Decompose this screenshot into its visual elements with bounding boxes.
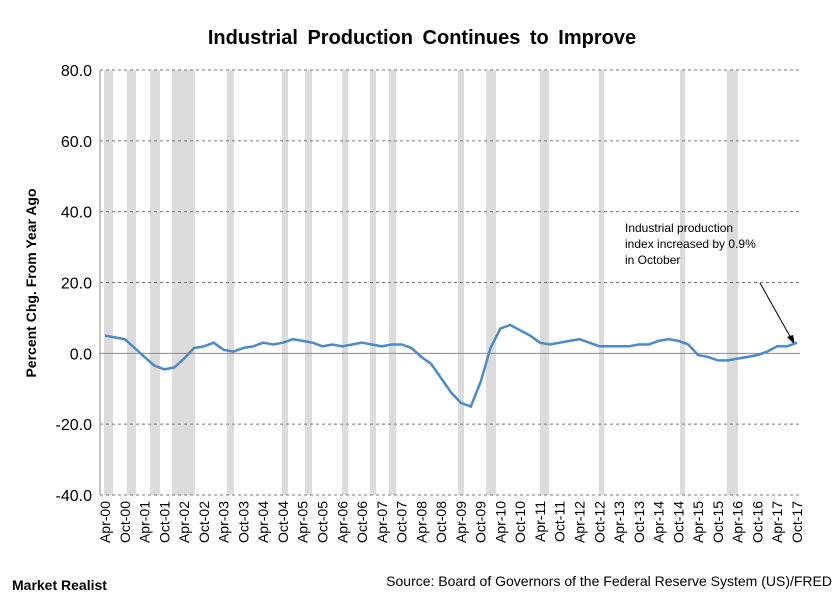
x-tick-label: Oct-15 (710, 501, 726, 543)
x-tick-label: Oct-16 (749, 501, 765, 543)
x-tick-label: Oct-07 (394, 501, 410, 543)
x-tick-label: Apr-01 (137, 501, 153, 543)
y-tick-label: 0.0 (70, 346, 92, 363)
annotation: Industrial production (625, 221, 733, 235)
x-tick-label: Oct-08 (433, 501, 449, 543)
x-tick-label: Oct-06 (354, 501, 370, 543)
x-tick-label: Apr-02 (176, 501, 192, 543)
x-tick-label: Apr-10 (492, 501, 508, 543)
y-tick-label: -20.0 (56, 417, 93, 434)
x-tick-label: Apr-12 (572, 501, 588, 543)
x-tick-label: Oct-13 (631, 501, 647, 543)
annotation-arrow (759, 282, 793, 341)
x-tick-label: Oct-00 (117, 501, 133, 543)
x-tick-label: Oct-11 (552, 501, 568, 542)
shade (305, 70, 312, 495)
x-tick-label: Oct-09 (473, 501, 489, 543)
x-tick-label: Apr-13 (611, 501, 627, 543)
y-tick-label: 20.0 (61, 276, 92, 293)
x-tick-label: Oct-10 (512, 501, 528, 543)
x-tick-label: Apr-04 (255, 501, 271, 543)
shade (172, 70, 195, 495)
source: Source: Board of Governors of the Federa… (386, 573, 832, 589)
shade (342, 70, 348, 495)
shade (227, 70, 234, 495)
y-tick-label: 40.0 (61, 205, 92, 222)
x-tick-label: Apr-03 (216, 501, 232, 543)
x-tick-label: Apr-06 (334, 501, 350, 543)
chart-title: Industrial Production Continues to Impro… (208, 27, 636, 49)
shade (599, 70, 604, 495)
x-tick-label: Oct-03 (235, 501, 251, 543)
x-tick-label: Oct-14 (670, 501, 686, 543)
shade (389, 70, 396, 495)
y-tick-label: 60.0 (61, 134, 92, 151)
x-tick-label: Apr-08 (413, 501, 429, 543)
x-tick-label: Oct-17 (789, 501, 805, 543)
y-tick-label: -40.0 (56, 488, 93, 505)
x-tick-label: Apr-00 (97, 501, 113, 543)
x-tick-label: Apr-09 (453, 501, 469, 543)
brand: Market Realist (12, 577, 107, 593)
x-tick-label: Apr-17 (769, 501, 785, 543)
x-tick-label: Apr-05 (295, 501, 311, 543)
x-tick-label: Oct-04 (275, 501, 291, 543)
annotation: index increased by 0.9% (625, 237, 756, 251)
x-tick-label: Oct-12 (591, 501, 607, 543)
x-tick-label: Oct-05 (314, 501, 330, 543)
x-tick-label: Apr-14 (651, 501, 667, 543)
annotation: in October (625, 253, 680, 267)
y-tick-label: 80.0 (61, 63, 92, 80)
data-line (104, 323, 798, 409)
x-tick-label: Apr-16 (730, 501, 746, 543)
x-tick-label: Apr-11 (532, 501, 548, 542)
x-tick-label: Apr-07 (374, 501, 390, 543)
shade (282, 70, 288, 495)
arrow-head (787, 335, 795, 345)
x-tick-label: Apr-15 (690, 501, 706, 543)
x-tick-label: Oct-01 (156, 501, 172, 543)
y-axis-label: Percent Chg. From Year Ago (23, 188, 39, 377)
x-tick-label: Oct-02 (196, 501, 212, 543)
